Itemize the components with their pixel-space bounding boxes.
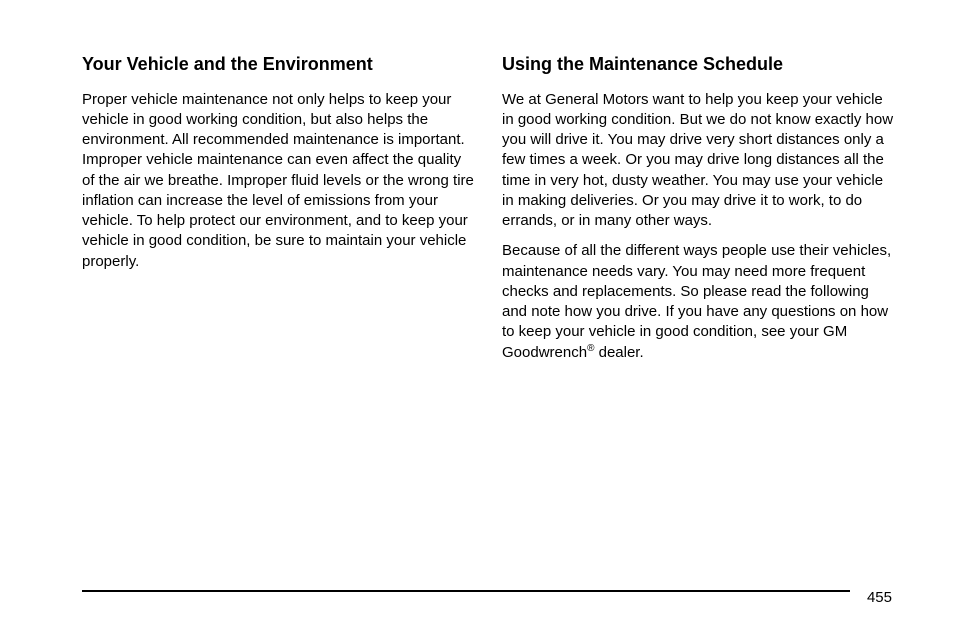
left-column: Your Vehicle and the Environment Proper … [82,54,474,373]
paragraph-text-part1: Because of all the different ways people… [502,242,891,360]
section-heading-environment: Your Vehicle and the Environment [82,54,474,76]
section-heading-schedule: Using the Maintenance Schedule [502,54,894,76]
body-paragraph: We at General Motors want to help you ke… [502,90,894,232]
body-paragraph: Proper vehicle maintenance not only help… [82,90,474,272]
content-container: Your Vehicle and the Environment Proper … [82,54,894,373]
page-number: 455 [867,589,892,606]
body-paragraph: Because of all the different ways people… [502,241,894,363]
footer-divider [82,590,850,592]
right-column: Using the Maintenance Schedule We at Gen… [502,54,894,373]
paragraph-text-part2: dealer. [594,344,643,361]
